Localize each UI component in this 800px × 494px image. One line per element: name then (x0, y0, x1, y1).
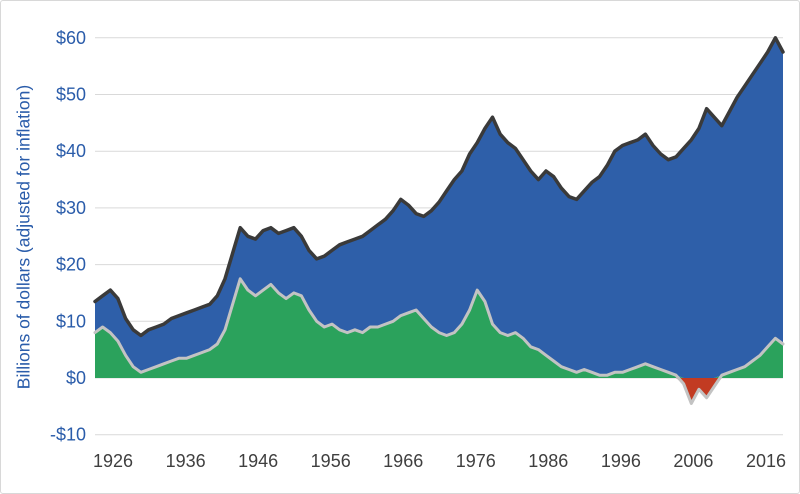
y-tick-label: $40 (56, 141, 86, 161)
lower-series-area-negative (95, 378, 783, 404)
x-tick-label: 2016 (746, 451, 786, 471)
x-tick-label: 1946 (238, 451, 278, 471)
y-axis-title: Billions of dollars (adjusted for inflat… (13, 84, 34, 390)
y-tick-label: $20 (56, 255, 86, 275)
y-tick-label: $30 (56, 198, 86, 218)
x-tick-label: 1986 (528, 451, 568, 471)
y-tick-label: $60 (56, 28, 86, 48)
lower-series-line (93, 277, 785, 405)
x-tick-label: 1926 (93, 451, 133, 471)
y-tick-label: $10 (56, 311, 86, 331)
x-tick-label: 1996 (601, 451, 641, 471)
x-tick-label: 1976 (456, 451, 496, 471)
x-tick-label: 2006 (673, 451, 713, 471)
x-tick-label: 1936 (166, 451, 206, 471)
y-tick-label: $50 (56, 85, 86, 105)
y-tick-label: -$10 (50, 425, 86, 445)
upper-series-area (95, 37, 783, 379)
total-line (93, 36, 785, 338)
lower-series-area-positive (95, 278, 783, 378)
x-tick-label: 1956 (311, 451, 351, 471)
y-tick-label: $0 (66, 368, 86, 388)
x-tick-label: 1966 (383, 451, 423, 471)
